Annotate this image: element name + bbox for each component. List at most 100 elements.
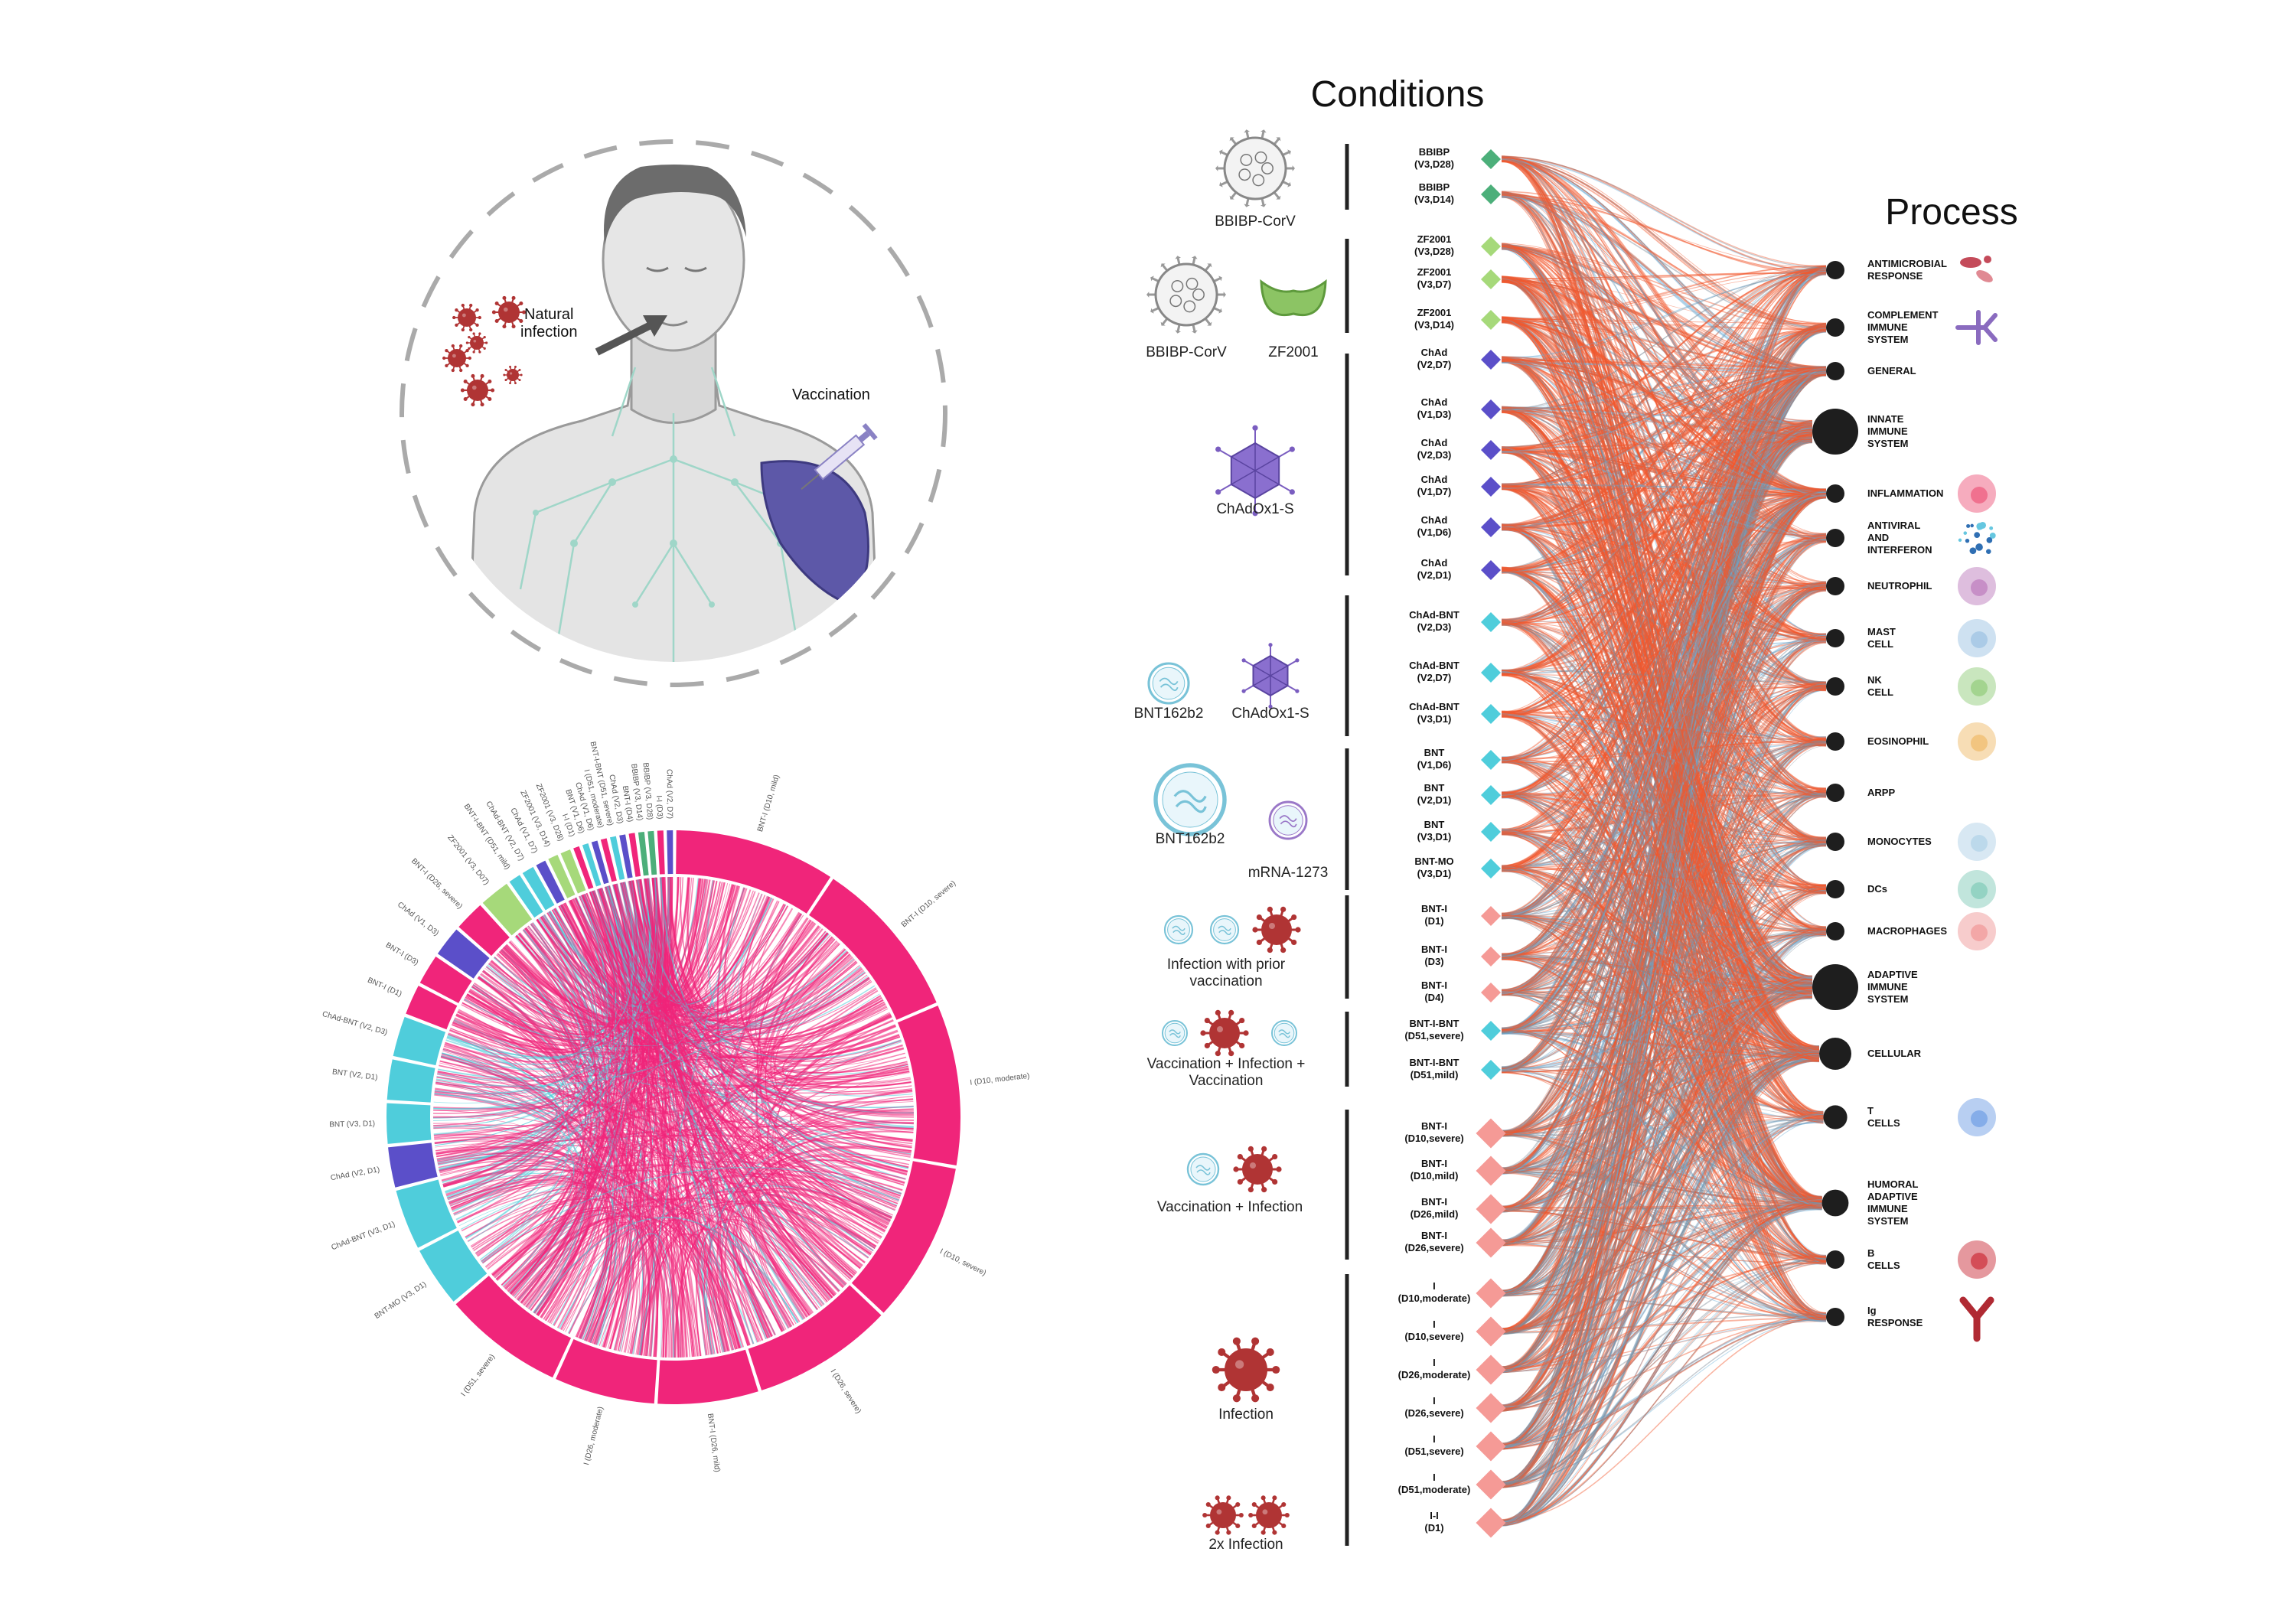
- network-edge: [1501, 157, 1827, 273]
- network-edge: [1501, 193, 1827, 1319]
- network-edge: [1501, 841, 1827, 872]
- network-edge: [1501, 426, 1813, 529]
- network-edge: [1501, 1055, 1820, 1209]
- network-edge: [1501, 582, 1827, 835]
- network-edge: [1501, 155, 1827, 324]
- network-edge: [1501, 637, 1827, 797]
- network-edge: [1501, 868, 1813, 993]
- network-edge: [1501, 927, 1827, 1522]
- network-edge: [1501, 243, 1813, 983]
- network-edge: [1501, 913, 1827, 1260]
- chord-link: [448, 1164, 889, 1225]
- network-edge: [1501, 360, 1813, 992]
- chord-segment: [556, 1339, 657, 1404]
- virus-particle: [491, 295, 527, 329]
- network-edge: [1501, 493, 1827, 1208]
- process-label: GENERAL: [1867, 365, 1916, 376]
- network-edge: [1501, 319, 1822, 1211]
- network-edge: [1501, 246, 1827, 331]
- network-edge: [1501, 757, 1813, 993]
- network-edge: [1501, 330, 1827, 676]
- network-edge: [1501, 492, 1827, 573]
- network-edge: [1501, 869, 1824, 1122]
- network-edge: [1501, 369, 1827, 866]
- process-label: ARPP: [1867, 787, 1896, 798]
- network-edge: [1501, 1171, 1827, 1258]
- network-edge: [1501, 487, 1822, 1198]
- network-edge: [1501, 484, 1827, 639]
- network-edge: [1501, 992, 1813, 1373]
- network-edge: [1501, 439, 1813, 1526]
- network-edge: [1501, 491, 1827, 1247]
- network-edge: [1501, 841, 1827, 866]
- chord-link: [708, 1215, 843, 1354]
- network-edge: [1501, 870, 1827, 1320]
- network-edge: [1501, 792, 1827, 892]
- network-edge: [1501, 196, 1827, 376]
- network-edge: [1501, 496, 1827, 1071]
- network-edge: [1501, 408, 1820, 1061]
- chord-link: [436, 1134, 912, 1158]
- network-edge: [1501, 484, 1827, 643]
- network-edge: [1501, 367, 1827, 918]
- network-edge: [1501, 490, 1827, 919]
- network-edge: [1501, 449, 1827, 492]
- network-edge: [1501, 984, 1813, 1294]
- network-edge: [1501, 913, 1813, 982]
- network-edge: [1501, 494, 1827, 996]
- chord-link: [590, 888, 636, 1005]
- network-edge: [1501, 272, 1827, 1371]
- network-edge: [1501, 1260, 1827, 1370]
- chord-segment: [386, 1103, 432, 1144]
- network-edge: [1501, 428, 1813, 1292]
- network-edge: [1501, 156, 1822, 1207]
- network-edge: [1501, 491, 1827, 795]
- network-edge: [1501, 1208, 1822, 1240]
- chord-link: [448, 1034, 699, 1357]
- network-edge: [1501, 273, 1827, 1333]
- network-edge: [1501, 357, 1813, 977]
- network-edge: [1501, 833, 1824, 1116]
- network-edge: [1501, 316, 1827, 931]
- process-label: NK CELL: [1867, 674, 1893, 698]
- network-edge: [1501, 618, 1813, 980]
- network-edge: [1501, 1051, 1820, 1368]
- virus-particle: [460, 373, 495, 407]
- network-edge: [1501, 367, 1827, 1483]
- network-edge: [1501, 1031, 1820, 1059]
- network-edge: [1501, 844, 1827, 867]
- chord-link: [589, 1233, 675, 1358]
- chord-link: [435, 1084, 615, 1345]
- network-edge: [1501, 484, 1813, 997]
- chord-link: [434, 1139, 621, 1348]
- network-edge: [1501, 408, 1824, 1116]
- chord-link: [433, 905, 597, 1103]
- network-edge: [1501, 269, 1827, 1486]
- chord-segment-label: I-I (D3): [654, 795, 664, 820]
- network-edge: [1501, 795, 1827, 891]
- condition-label: I (D10,moderate): [1397, 1280, 1471, 1304]
- network-edge: [1501, 271, 1827, 624]
- chord-link: [517, 933, 899, 1059]
- network-edge: [1501, 277, 1827, 496]
- network-edge: [1501, 366, 1827, 1449]
- network-edge: [1501, 533, 1827, 1137]
- network-edge: [1501, 268, 1827, 1524]
- network-edge: [1501, 584, 1827, 1448]
- network-edge: [1501, 248, 1827, 1318]
- network-edge: [1501, 370, 1827, 959]
- network-edge: [1501, 267, 1827, 487]
- network-edge: [1501, 795, 1827, 1031]
- network-edge: [1501, 369, 1827, 1524]
- network-edge: [1501, 1210, 1827, 1257]
- network-edge: [1501, 739, 1827, 1291]
- chord-link: [620, 882, 882, 1239]
- network-edge: [1501, 448, 1827, 842]
- condition-label: ChAd-BNT (V3,D1): [1409, 701, 1459, 725]
- chord-link: [628, 881, 844, 1287]
- network-edge: [1501, 248, 1827, 889]
- chord-link: [585, 1090, 913, 1342]
- chord-link: [456, 1152, 908, 1222]
